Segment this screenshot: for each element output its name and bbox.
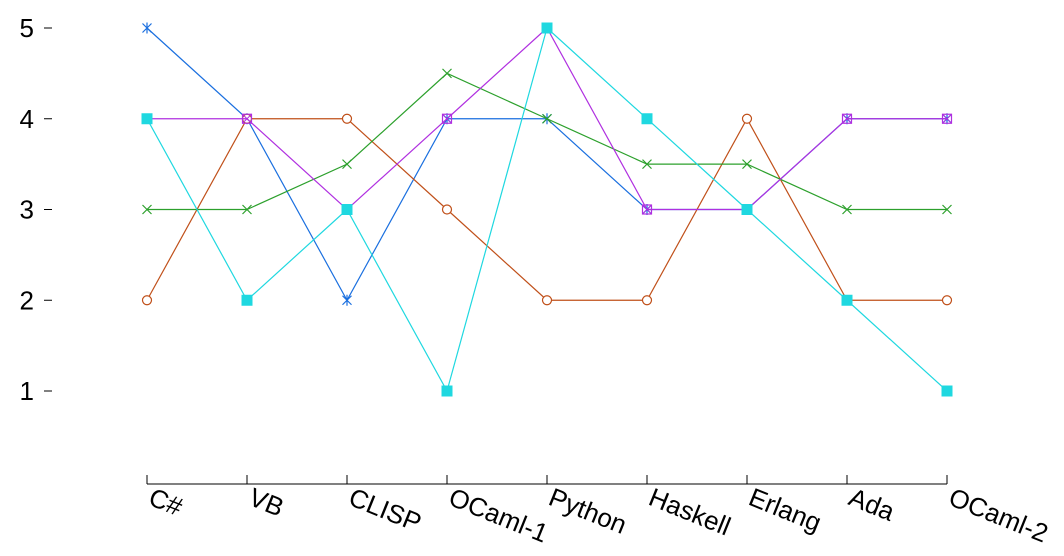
data-point [641,113,653,125]
data-point [942,204,952,215]
data-point [741,113,753,124]
data-point [842,204,852,215]
data-point [941,295,953,306]
x-tick-label: Haskell [645,482,735,542]
series-3 [142,68,952,215]
x-tick-label: CLISP [345,482,426,538]
x-tick-label: OCaml-2 [945,482,1053,549]
data-point [742,159,752,170]
data-point [341,113,353,124]
series-line [147,72,947,211]
data-point [441,204,453,215]
data-point [441,113,453,124]
data-point [341,204,353,215]
series-1 [142,22,952,306]
data-point [241,113,253,124]
data-point [641,204,653,215]
data-point [841,113,853,124]
x-tick-label: OCaml-1 [445,482,553,549]
data-point [441,385,453,397]
data-point [941,113,953,124]
x-tick-label: Python [545,482,631,540]
data-point [342,294,352,306]
series-line [146,26,948,393]
x-tick-label: C# [145,482,188,522]
data-point [442,68,452,79]
data-point [941,385,953,397]
y-tick-label: 4 [20,104,34,134]
series-line [146,117,947,301]
x-tick-label: Ada [845,482,900,527]
y-tick-label: 2 [20,285,34,315]
series-line [146,27,947,302]
data-point [542,113,552,124]
data-point [141,113,153,125]
x-tick-label: VB [245,482,288,523]
data-point [541,295,553,306]
y-axis: 1 2 3 4 5 [20,13,52,406]
series-2 [141,113,953,306]
data-point [141,295,153,306]
y-tick-label: 1 [20,376,34,406]
data-point [741,204,753,215]
y-tick-label: 3 [20,195,34,225]
data-point [841,294,853,306]
y-tick-label: 5 [20,13,34,43]
data-point [142,204,152,215]
data-point [142,22,152,34]
data-point [242,204,252,215]
data-point [241,294,253,306]
data-point [642,159,652,170]
series-layer [141,22,953,397]
data-point [541,22,553,34]
data-point [641,295,653,306]
series-5 [141,22,953,397]
data-point [342,159,352,170]
x-tick-label: Erlang [745,482,826,538]
